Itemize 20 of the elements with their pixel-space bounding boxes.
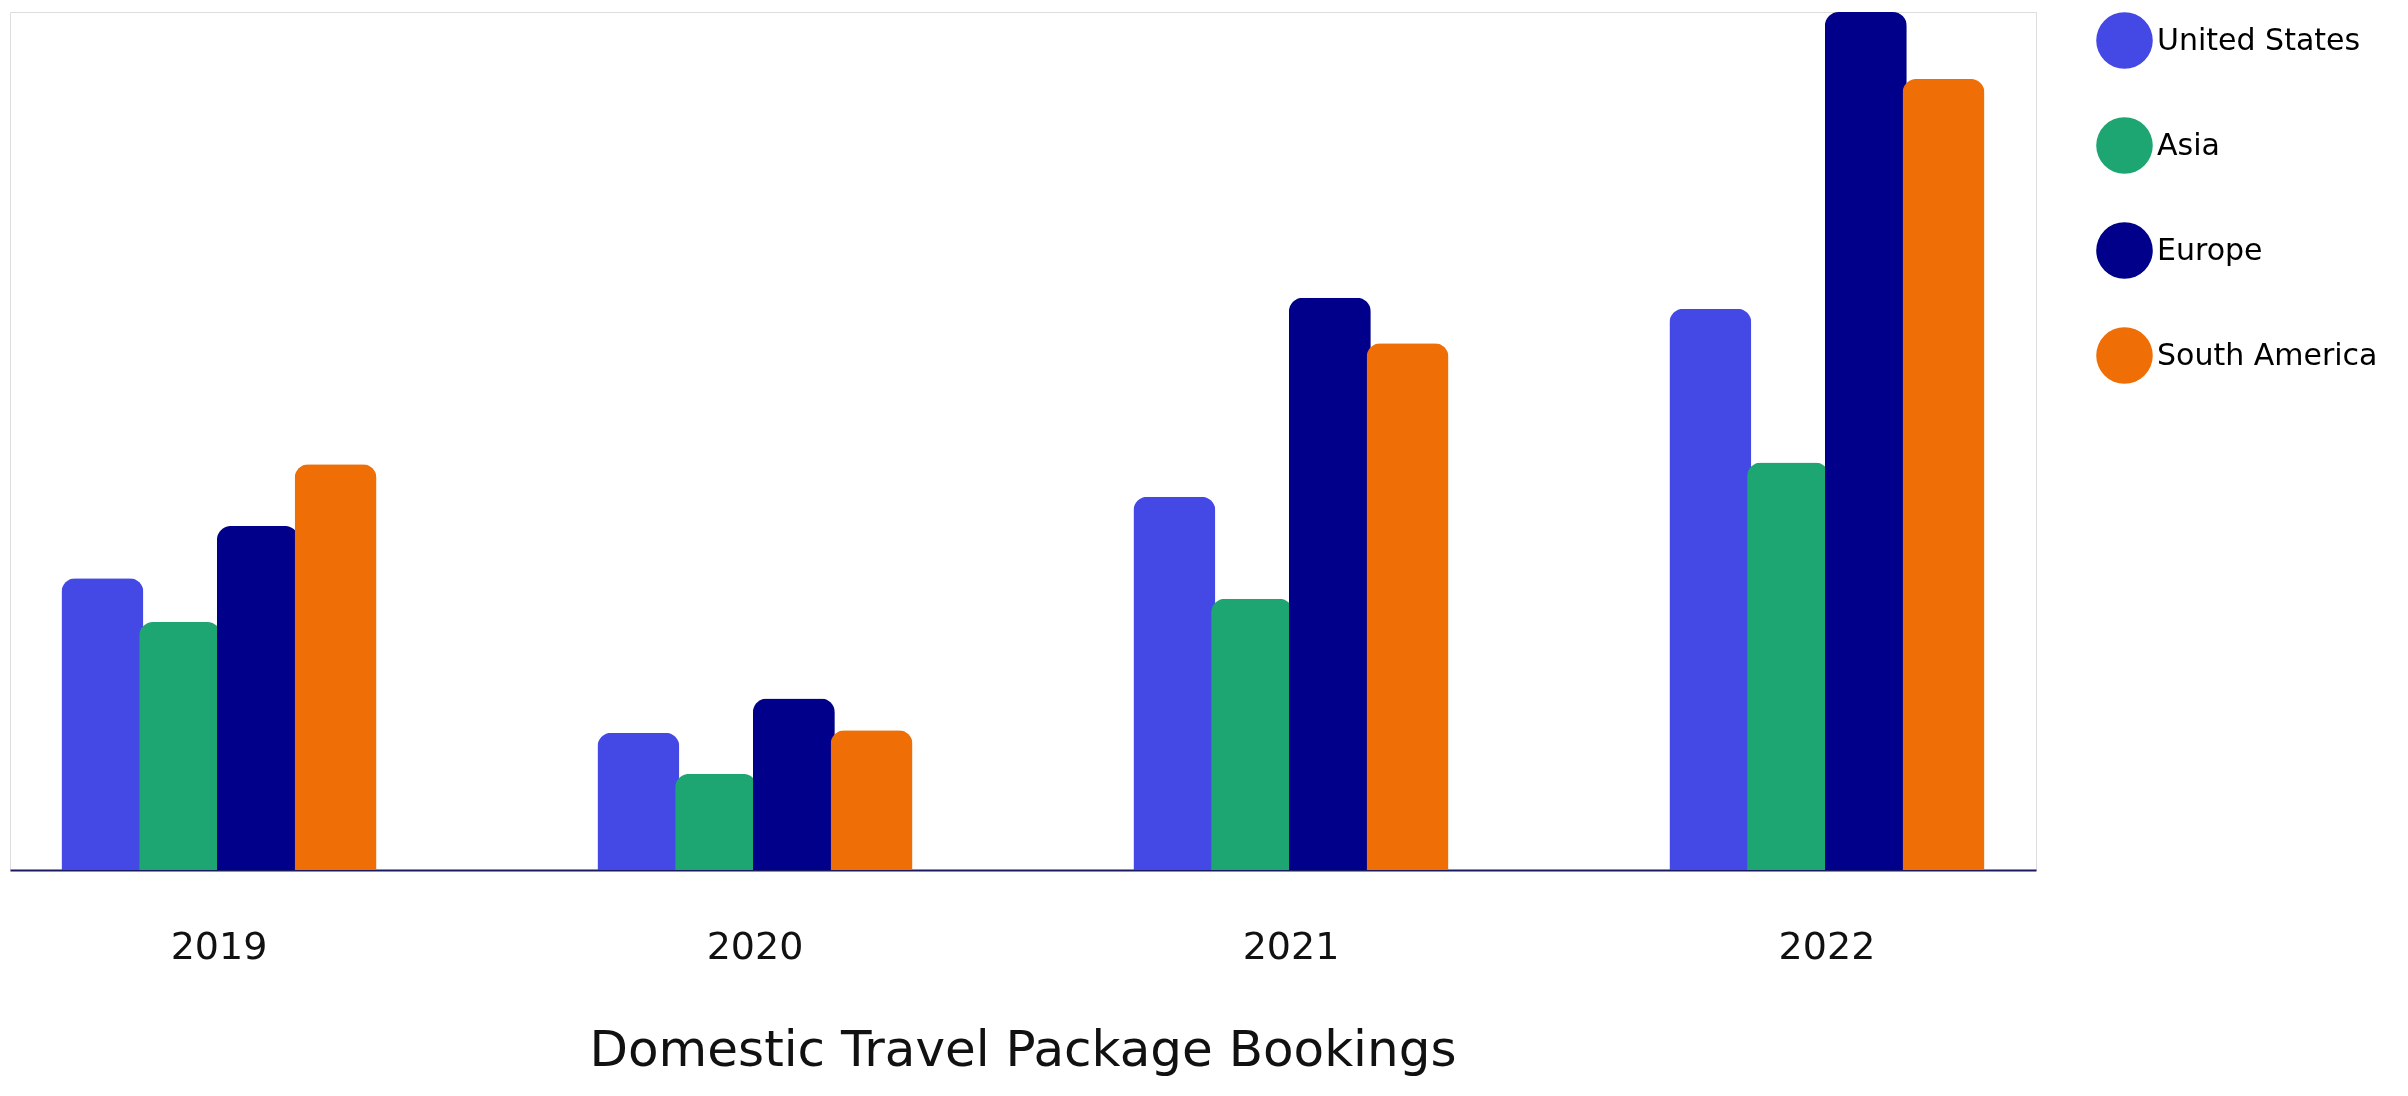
x-tick-label: 2020 <box>706 923 804 968</box>
bar <box>61 578 144 870</box>
bar <box>1824 12 1907 870</box>
bar <box>830 730 913 870</box>
x-tick-label: 2022 <box>1778 923 1876 968</box>
bar <box>1902 78 1985 870</box>
bar <box>1288 297 1371 870</box>
bar <box>1366 343 1449 870</box>
bar <box>1669 308 1752 870</box>
bar <box>294 464 377 870</box>
text: Domestic Travel Package Bookings <box>589 1020 1457 1078</box>
bar <box>752 698 835 870</box>
legend-label: South America <box>2157 336 2378 372</box>
legend-label: Asia <box>2157 126 2220 162</box>
bar <box>597 732 680 870</box>
legend-label: United States <box>2157 21 2361 57</box>
legend-label: Europe <box>2157 231 2263 267</box>
x-tick-label: 2019 <box>170 923 268 968</box>
x-tick-label: 2021 <box>1242 923 1340 968</box>
bar <box>1133 496 1216 870</box>
